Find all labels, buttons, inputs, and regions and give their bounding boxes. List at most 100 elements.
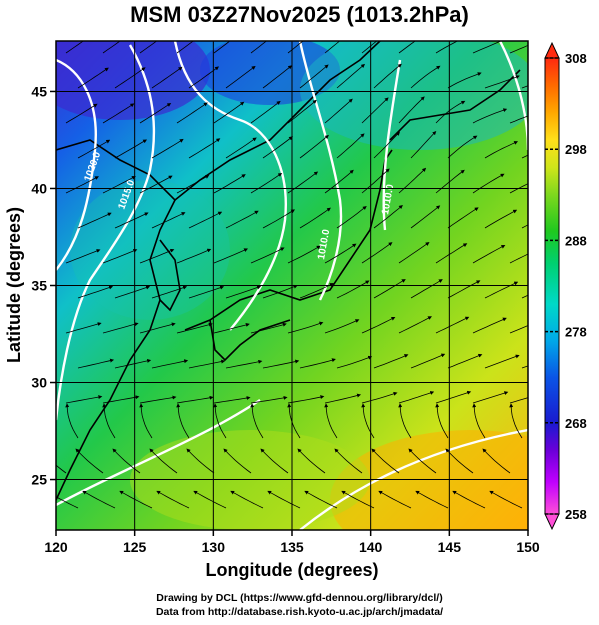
streamline (151, 66, 183, 89)
streamline (225, 65, 256, 89)
streamline (139, 322, 176, 334)
streamline (447, 207, 479, 229)
streamline (139, 103, 172, 124)
streamline (324, 243, 357, 264)
streamline (213, 322, 250, 334)
streamline (114, 67, 146, 89)
streamline (114, 285, 151, 299)
x-tick-label: 120 (44, 539, 68, 555)
streamline (398, 391, 435, 404)
streamline (398, 403, 412, 439)
colorbar-tick-label: 268 (565, 416, 587, 431)
streamline (77, 139, 111, 159)
streamline (410, 279, 443, 299)
streamline (336, 63, 366, 89)
streamline (287, 171, 319, 194)
streamline (77, 285, 114, 299)
streamline (151, 212, 186, 229)
streamline (410, 130, 437, 159)
streamline (213, 403, 227, 439)
streamline (398, 167, 427, 194)
x-tick-label: 135 (280, 539, 304, 555)
streamline (176, 41, 194, 54)
streamline (324, 403, 338, 439)
x-tick-label: 125 (123, 539, 147, 555)
streamline (262, 209, 295, 229)
streamline (176, 248, 212, 264)
wind-streamlines (56, 41, 528, 509)
streamline (65, 403, 79, 439)
streamline (410, 205, 441, 229)
streamline (102, 403, 116, 439)
x-tick-label: 140 (359, 539, 383, 555)
streamline (139, 403, 153, 439)
streamline (435, 41, 459, 54)
streamline (373, 131, 400, 159)
colorbar: 258 268 278 288 298 308 (544, 41, 587, 531)
streamline (336, 205, 367, 229)
streamline (176, 102, 208, 124)
streamline (65, 249, 101, 264)
y-tick-label: 45 (31, 83, 47, 99)
streamline (361, 316, 396, 334)
streamline (378, 490, 412, 509)
streamline (408, 448, 437, 474)
streamline (472, 244, 506, 264)
streamline (287, 321, 324, 334)
streamline (188, 66, 219, 89)
streamline (65, 103, 98, 124)
streamline (250, 247, 285, 264)
streamline (287, 41, 304, 54)
streamline (56, 464, 67, 474)
streamline (119, 490, 153, 509)
streamline (445, 448, 474, 474)
y-tick-label: 40 (31, 180, 47, 196)
streamline (213, 248, 249, 264)
streamline (65, 176, 99, 194)
streamline (373, 63, 402, 89)
streamline (299, 207, 331, 229)
streamline (112, 448, 141, 474)
streamline (82, 490, 116, 509)
streamline (415, 490, 449, 509)
streamline (509, 44, 528, 54)
streamline (213, 174, 246, 194)
streamline (452, 490, 486, 509)
streamline (287, 245, 321, 264)
isobar-label: 1010.0 (316, 228, 332, 260)
streamline (77, 212, 112, 229)
streamline (102, 322, 139, 334)
streamline (472, 317, 507, 334)
streamline (324, 41, 341, 54)
streamline (65, 41, 84, 54)
credit-drawing: Drawing by DCL (https://www.gfd-dennou.o… (156, 592, 443, 604)
streamline (299, 358, 336, 369)
streamline (509, 325, 528, 334)
streamline (484, 209, 518, 229)
streamline (188, 285, 225, 299)
streamline (102, 395, 140, 404)
colorbar-tick-label: 278 (565, 325, 587, 340)
streamline (250, 403, 264, 439)
streamline (225, 137, 257, 159)
streamline (149, 448, 178, 474)
streamline (336, 355, 373, 369)
streamline (139, 41, 158, 54)
streamline (186, 448, 215, 474)
y-axis-ticks: 25 30 35 40 45 (31, 83, 56, 488)
streamline (250, 322, 287, 334)
streamline (65, 395, 103, 404)
streamline (114, 212, 149, 229)
streamline (156, 490, 190, 509)
streamline (435, 243, 468, 264)
streamline (484, 354, 520, 369)
streamline (484, 75, 520, 89)
colorbar-tick-label: 298 (565, 142, 587, 157)
streamline (484, 141, 519, 159)
streamline (139, 175, 173, 194)
streamline (250, 172, 283, 194)
streamline (139, 248, 175, 264)
streamline (65, 322, 102, 334)
streamline (304, 490, 338, 509)
